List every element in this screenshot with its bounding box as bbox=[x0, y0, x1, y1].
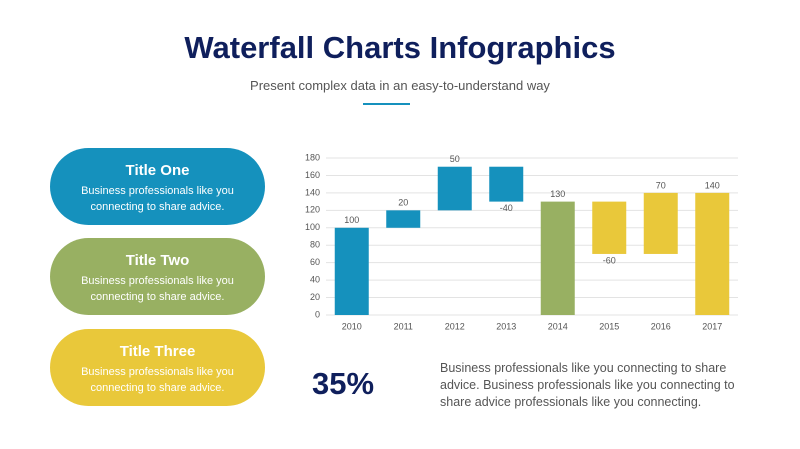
data-label: -60 bbox=[603, 255, 616, 265]
x-tick-label: 2011 bbox=[394, 321, 413, 331]
y-tick-label: 140 bbox=[305, 187, 320, 197]
y-tick-label: 60 bbox=[310, 257, 320, 267]
data-label: 70 bbox=[656, 180, 666, 190]
data-label: 130 bbox=[550, 189, 565, 199]
bar bbox=[592, 201, 627, 254]
card-title: Title Two bbox=[125, 252, 190, 269]
divider bbox=[363, 103, 410, 105]
x-tick-label: 2017 bbox=[702, 321, 722, 331]
y-tick-label: 100 bbox=[305, 222, 320, 232]
x-tick-label: 2013 bbox=[496, 321, 516, 331]
card: Title Three Business professionals like y… bbox=[50, 329, 265, 406]
card-text: Business professionals like you connecti… bbox=[81, 366, 234, 394]
y-tick-label: 180 bbox=[305, 152, 320, 162]
y-tick-label: 20 bbox=[310, 292, 320, 302]
card-text: Business professionals like you connecti… bbox=[81, 185, 234, 213]
data-label: -40 bbox=[500, 203, 513, 213]
bar bbox=[643, 192, 678, 254]
stat-value: 35% bbox=[312, 366, 375, 401]
y-tick-label: 120 bbox=[305, 205, 320, 215]
title: Waterfall Charts Infographics bbox=[184, 30, 616, 65]
card: Title One Business professionals like you… bbox=[50, 148, 265, 225]
x-tick-label: 2010 bbox=[342, 321, 362, 331]
y-tick-label: 80 bbox=[310, 240, 320, 250]
bar bbox=[386, 210, 421, 228]
data-label: 100 bbox=[344, 215, 359, 225]
data-label: 140 bbox=[705, 180, 720, 190]
y-tick-label: 40 bbox=[310, 274, 320, 284]
y-tick-label: 160 bbox=[305, 170, 320, 180]
bar bbox=[489, 166, 524, 202]
card: Title Two Business professionals like you… bbox=[50, 238, 265, 315]
bar bbox=[437, 166, 472, 211]
x-tick-label: 2014 bbox=[548, 321, 568, 331]
stat-text: Business professionals like you connecti… bbox=[440, 361, 735, 409]
x-tick-label: 2015 bbox=[599, 321, 619, 331]
bar bbox=[540, 201, 575, 315]
bar bbox=[695, 192, 730, 315]
bar bbox=[334, 227, 369, 315]
subtitle: Present complex data in an easy-to-under… bbox=[250, 78, 550, 93]
y-tick-label: 0 bbox=[315, 309, 320, 319]
x-tick-label: 2012 bbox=[445, 321, 465, 331]
card-text: Business professionals like you connecti… bbox=[81, 275, 234, 303]
data-label: 20 bbox=[398, 198, 408, 208]
data-label: 50 bbox=[450, 154, 460, 164]
card-title: Title Three bbox=[119, 343, 196, 360]
card-title: Title One bbox=[125, 162, 190, 179]
x-tick-label: 2016 bbox=[651, 321, 671, 331]
